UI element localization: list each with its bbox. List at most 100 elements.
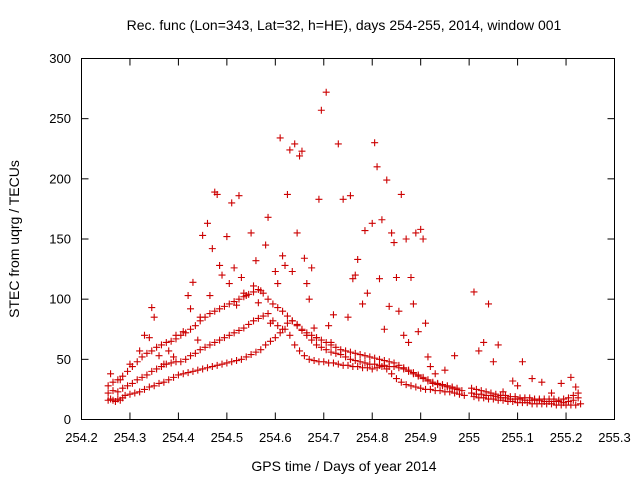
x-tick-label: 254.7 (307, 430, 340, 445)
data-point (252, 257, 260, 265)
data-point (342, 347, 350, 355)
data-point (375, 275, 383, 283)
data-point (266, 337, 274, 345)
data-point (240, 324, 248, 332)
data-point (368, 219, 376, 227)
data-point (337, 346, 345, 354)
data-point (153, 343, 161, 351)
data-point (356, 351, 364, 359)
data-point (126, 390, 134, 398)
data-point (121, 391, 129, 399)
data-point (300, 352, 308, 360)
data-point (296, 347, 304, 355)
x-tick-label: 254.3 (114, 430, 147, 445)
data-point (245, 320, 253, 328)
data-point (346, 355, 354, 363)
data-point (390, 239, 398, 247)
data-point (155, 352, 163, 360)
data-point (281, 261, 289, 269)
data-point (114, 388, 122, 396)
data-point (339, 195, 347, 203)
data-point (414, 328, 422, 336)
x-tick-label: 254.9 (404, 430, 437, 445)
data-point (252, 348, 260, 356)
x-tick-label: 255.2 (550, 430, 583, 445)
data-point (189, 367, 197, 375)
data-point (441, 366, 449, 374)
x-tick-label: 254.5 (211, 430, 244, 445)
data-point (380, 357, 388, 365)
data-point (356, 358, 364, 366)
data-point (150, 313, 158, 321)
y-tick-label: 0 (64, 412, 71, 427)
data-point (528, 375, 536, 383)
data-point (329, 311, 337, 319)
data-point (385, 302, 393, 310)
data-point (424, 376, 432, 384)
data-point (354, 363, 362, 371)
data-point (346, 192, 354, 200)
data-point (184, 369, 192, 377)
data-point (107, 370, 115, 378)
data-point (443, 382, 451, 390)
data-point (412, 383, 420, 391)
data-point (242, 353, 250, 361)
data-point (310, 357, 318, 365)
data-point (325, 322, 333, 330)
data-point (104, 382, 112, 390)
data-point (288, 317, 296, 325)
data-point (293, 322, 301, 330)
data-point (564, 394, 572, 402)
data-point (434, 379, 442, 387)
data-point (400, 331, 408, 339)
data-point (293, 229, 301, 237)
data-point (429, 378, 437, 386)
data-point (305, 295, 313, 303)
data-point (203, 219, 211, 227)
data-point (460, 391, 468, 399)
data-point (165, 347, 173, 355)
data-point (213, 361, 221, 369)
data-point (140, 385, 148, 393)
data-point (250, 288, 258, 296)
chart-title: Rec. func (Lon=343, Lat=32, h=HE), days … (127, 17, 562, 33)
data-point (448, 383, 456, 391)
data-point (477, 387, 485, 395)
data-point (346, 348, 354, 356)
data-point (196, 313, 204, 321)
data-point (170, 353, 178, 361)
data-point (266, 319, 274, 327)
data-point (298, 147, 306, 155)
axis-ticks: 254.2 254.3 254.4 254.5 254.6 254.7 254.8 254.9… (49, 51, 630, 445)
y-tick-label: 300 (49, 51, 71, 66)
data-point (177, 358, 185, 366)
data-point (228, 199, 236, 207)
data-point (475, 347, 483, 355)
data-point (480, 338, 488, 346)
data-point (124, 382, 132, 390)
data-point (371, 139, 379, 147)
data-point (303, 329, 311, 337)
data-point (230, 329, 238, 337)
data-point (104, 389, 112, 397)
data-point (223, 359, 231, 367)
data-point (286, 146, 294, 154)
data-point (218, 360, 226, 368)
data-point (223, 233, 231, 241)
data-point (235, 326, 243, 334)
data-point (203, 364, 211, 372)
data-point (264, 310, 272, 318)
data-point (373, 163, 381, 171)
data-point (419, 235, 427, 243)
data-point (308, 331, 316, 339)
data-point (165, 376, 173, 384)
data-point (313, 334, 321, 342)
data-point (574, 389, 582, 397)
data-point (557, 379, 565, 387)
data-point (412, 229, 420, 237)
data-point (334, 360, 342, 368)
data-point (395, 307, 403, 315)
data-point (494, 341, 502, 349)
data-point (184, 292, 192, 300)
